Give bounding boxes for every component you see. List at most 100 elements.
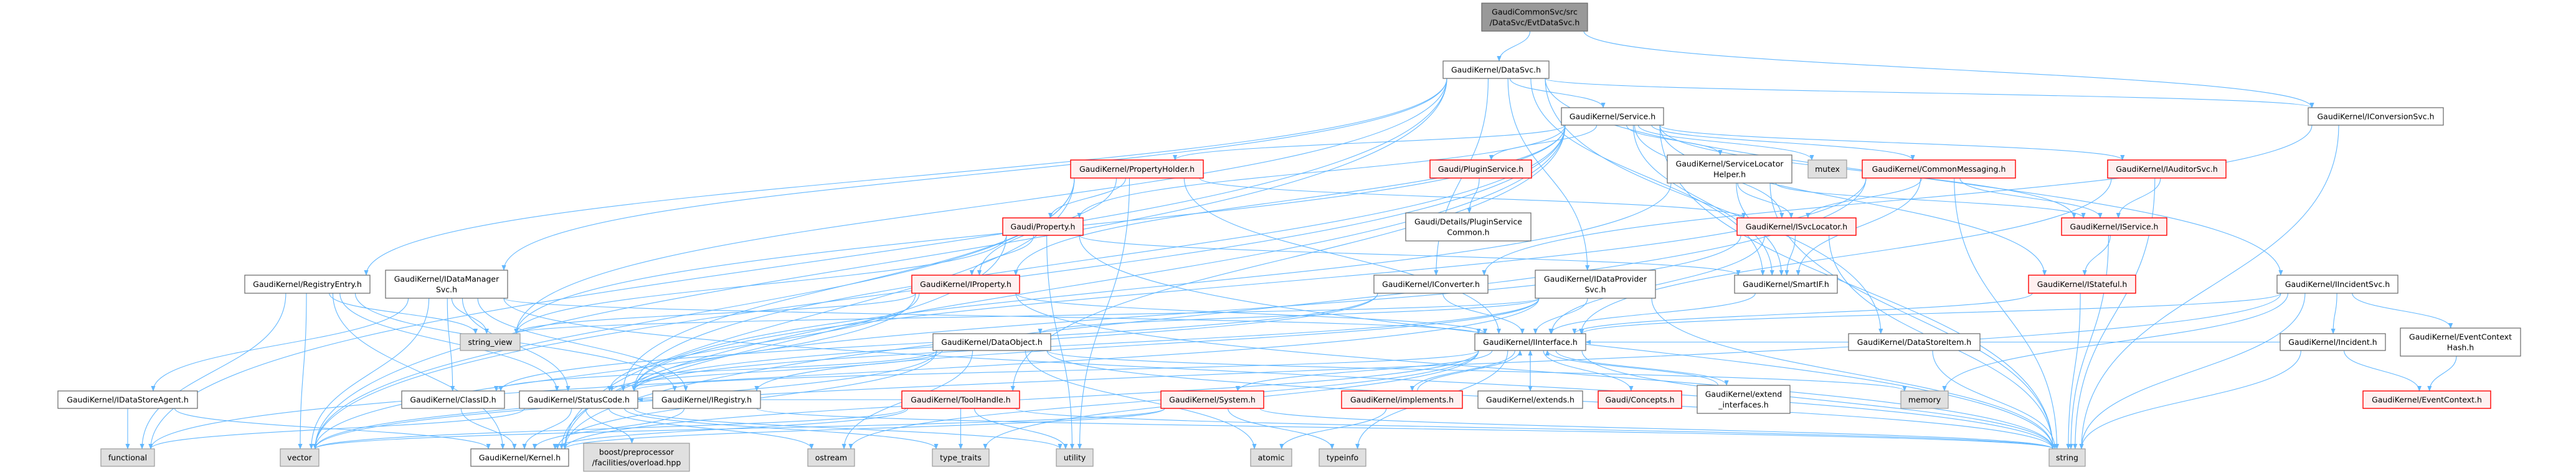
node-box (1598, 390, 1682, 409)
node-iservice[interactable]: GaudiKernel/IService.h (2061, 217, 2167, 236)
edge-isvc-locator-to-iinterface (1549, 235, 1765, 334)
node-box (1002, 217, 1084, 236)
node-utility: utility (1056, 448, 1094, 467)
edge-class-id-to-kernel (460, 408, 517, 449)
node-property[interactable]: Gaudi/Property.h (1002, 217, 1084, 236)
edge-data-svc-to-registry-entry (364, 78, 1447, 276)
node-type-traits: type_traits (932, 448, 990, 467)
node-iconversion-svc[interactable]: GaudiKernel/IConversionSvc.h (2308, 107, 2444, 126)
node-data-svc[interactable]: GaudiKernel/DataSvc.h (1442, 60, 1550, 79)
node-common-messaging[interactable]: GaudiKernel/CommonMessaging.h (1862, 159, 2016, 179)
node-box (244, 275, 371, 294)
node-data-object[interactable]: GaudiKernel/DataObject.h (932, 333, 1051, 351)
edge-data-store-item-to-string (1932, 350, 2057, 449)
edge-data-svc-to-string-view (514, 78, 1447, 334)
node-box (1160, 390, 1264, 409)
edge-idata-provider-svc-to-string-view (514, 298, 1540, 334)
edge-system-to-string (1259, 408, 2055, 449)
node-istateful[interactable]: GaudiKernel/IStateful.h (2028, 275, 2136, 294)
edge-status-code-to-kernel (522, 408, 572, 449)
node-iauditor-svc[interactable]: GaudiKernel/IAuditorSvc.h (2107, 159, 2227, 179)
node-iregistry[interactable]: GaudiKernel/IRegistry.h (652, 390, 761, 409)
edge-data-svc-to-service (1509, 78, 1606, 108)
node-event-context[interactable]: GaudiKernel/EventContext.h (2362, 390, 2491, 409)
edge-registry-entry-to-string-view (329, 293, 478, 334)
node-isvc-locator[interactable]: GaudiKernel/ISvcLocator.h (1736, 217, 1857, 236)
node-iconverter[interactable]: GaudiKernel/IConverter.h (1373, 275, 1489, 294)
node-atomic: atomic (1250, 448, 1292, 467)
edge-status-code-to-type-traits (624, 408, 939, 449)
node-iproperty[interactable]: GaudiKernel/IProperty.h (911, 275, 1020, 294)
edge-system-to-vector (313, 408, 1165, 449)
edge-data-svc-to-functional (148, 78, 1447, 449)
node-box (2061, 217, 2167, 236)
node-label: Hash.h (2447, 343, 2474, 352)
node-status-code[interactable]: GaudiKernel/StatusCode.h (519, 390, 638, 409)
node-iincident-svc[interactable]: GaudiKernel/IIncidentSvc.h (2276, 275, 2398, 294)
node-label: GaudiKernel/RegistryEntry.h (253, 280, 362, 289)
node-memory: memory (1900, 390, 1949, 409)
edge-implements-to-atomic (1279, 408, 1387, 449)
node-box (1848, 333, 1981, 351)
node-label: GaudiKernel/DataSvc.h (1451, 65, 1541, 75)
node-extends[interactable]: GaudiKernel/extends.h (1477, 390, 1583, 409)
node-label: atomic (1258, 453, 1285, 463)
node-box (1535, 270, 1656, 299)
node-concepts[interactable]: Gaudi/Concepts.h (1598, 390, 1682, 409)
node-box (1373, 275, 1489, 294)
edge-iauditor-svc-to-iservice (2116, 177, 2161, 219)
edge-service-to-smart-if (1632, 125, 1774, 276)
node-data-store-item[interactable]: GaudiKernel/DataStoreItem.h (1848, 333, 1981, 351)
node-property-holder[interactable]: GaudiKernel/PropertyHolder.h (1070, 159, 1204, 179)
node-class-id[interactable]: GaudiKernel/ClassID.h (401, 390, 505, 409)
node-service[interactable]: GaudiKernel/Service.h (1561, 107, 1664, 126)
node-idata-store-agent[interactable]: GaudiKernel/IDataStoreAgent.h (57, 390, 198, 409)
node-registry-entry[interactable]: GaudiKernel/RegistryEntry.h (244, 275, 371, 294)
edge-system-to-typeinfo (1228, 408, 1335, 449)
edge-service-to-property-holder (1173, 125, 1566, 161)
edge-status-code-to-utility (633, 408, 1063, 449)
edge-iconversion-svc-to-string (2079, 125, 2339, 449)
edge-common-messaging-to-string (1954, 177, 2060, 449)
node-incident[interactable]: GaudiKernel/Incident.h (2280, 333, 2386, 351)
node-kernel[interactable]: GaudiKernel/Kernel.h (470, 448, 569, 467)
edge-root-to-data-svc (1497, 31, 1531, 62)
node-extend-interfaces[interactable]: GaudiKernel/extend_interfaces.h (1697, 385, 1791, 414)
node-label: GaudiKernel/EventContext.h (2372, 395, 2482, 405)
edge-iinterface-to-system (1235, 350, 1493, 392)
node-functional: functional (100, 448, 155, 467)
edge-data-object-to-atomic (1025, 350, 1257, 449)
edge-idata-store-agent-to-kernel (174, 408, 491, 449)
node-label: GaudiKernel/implements.h (1350, 395, 1454, 405)
edge-service-locator-helper-to-status-code (632, 182, 1672, 392)
edge-idata-provider-svc-to-iregistry (754, 298, 1540, 392)
node-plugin-service[interactable]: Gaudi/PluginService.h (1429, 159, 1532, 179)
node-box (1442, 60, 1550, 79)
node-label: GaudiKernel/SmartIF.h (1743, 280, 1829, 289)
edge-iincident-svc-to-incident (2331, 293, 2337, 334)
node-tool-handle[interactable]: GaudiKernel/ToolHandle.h (901, 390, 1020, 409)
node-implements[interactable]: GaudiKernel/implements.h (1341, 390, 1463, 409)
edge-status-code-to-ostream (608, 408, 814, 449)
node-string-view: string_view (460, 333, 521, 351)
edge-common-messaging-to-isvc-locator (1806, 177, 1923, 219)
edge-iincident-svc-to-iinterface (1579, 293, 2281, 334)
node-box (519, 390, 638, 409)
node-box (1477, 390, 1583, 409)
edge-smart-if-to-iinterface (1548, 293, 1756, 334)
node-label: mutex (1815, 164, 1840, 174)
node-label: /facilities/overload.hpp (592, 458, 681, 468)
edge-idata-manager-svc-to-vector (309, 298, 430, 449)
node-label: GaudiCommonSvc/src (1492, 7, 1578, 17)
node-box (280, 448, 320, 467)
node-label: Gaudi/Property.h (1011, 222, 1076, 232)
node-smart-if[interactable]: GaudiKernel/SmartIF.h (1734, 275, 1838, 294)
node-iinterface[interactable]: GaudiKernel/IInterface.h (1474, 333, 1586, 351)
node-system[interactable]: GaudiKernel/System.h (1160, 390, 1264, 409)
node-box (1561, 107, 1664, 126)
